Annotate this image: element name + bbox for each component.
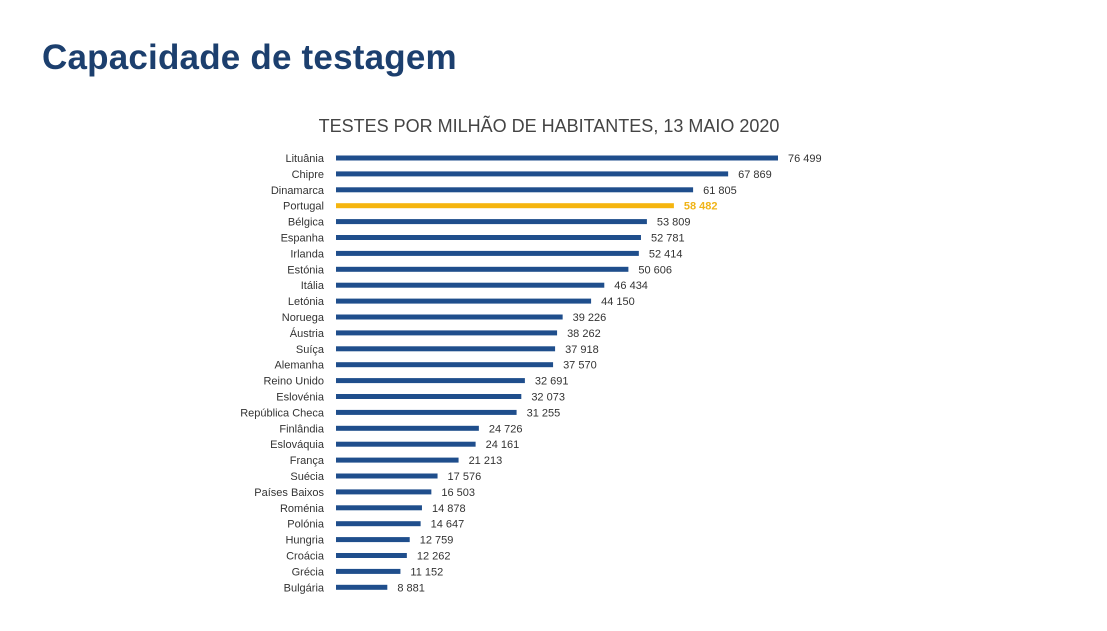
value-label: 21 213 <box>469 455 503 467</box>
category-label: Espanha <box>281 233 325 245</box>
value-label: 24 726 <box>489 423 523 435</box>
bar <box>336 298 592 304</box>
value-label: 58 482 <box>684 201 718 213</box>
category-label: Grécia <box>292 566 325 578</box>
value-label: 44 150 <box>601 296 635 308</box>
category-label: Chipre <box>292 169 324 181</box>
bar <box>336 521 421 527</box>
bar <box>336 441 476 447</box>
category-label: Hungria <box>285 535 324 547</box>
category-label: Letónia <box>288 296 325 308</box>
category-label: Estónia <box>287 264 325 276</box>
chart-title: TESTES POR MILHÃO DE HABITANTES, 13 MAIO… <box>318 116 780 136</box>
category-label: França <box>290 455 325 467</box>
category-label: Itália <box>301 280 325 292</box>
value-label: 46 434 <box>614 280 648 292</box>
value-label: 32 073 <box>531 392 565 404</box>
category-label: Dinamarca <box>271 185 325 197</box>
category-label: Croácia <box>286 551 325 563</box>
value-label: 37 918 <box>565 344 599 356</box>
value-label: 17 576 <box>448 471 482 483</box>
bar <box>336 473 438 479</box>
category-label: Suíça <box>296 344 325 356</box>
value-label: 14 647 <box>431 519 465 531</box>
bar <box>336 505 422 511</box>
category-label: Polónia <box>287 519 325 531</box>
value-label: 8 881 <box>397 582 425 594</box>
bar <box>336 457 459 463</box>
value-label: 53 809 <box>657 217 691 229</box>
category-label: Países Baixos <box>254 487 324 499</box>
value-label: 76 499 <box>788 153 822 165</box>
category-label: Áustria <box>290 327 325 340</box>
bar <box>336 409 517 415</box>
bar <box>336 266 629 272</box>
value-label: 52 781 <box>651 233 685 245</box>
bar <box>336 537 410 543</box>
value-label: 38 262 <box>567 328 601 340</box>
category-label: Alemanha <box>274 360 324 372</box>
value-label: 12 262 <box>417 551 451 563</box>
value-label: 52 414 <box>649 248 683 260</box>
bar <box>336 330 558 336</box>
bar <box>336 489 432 495</box>
slide-title: Capacidade de testagem <box>42 38 457 77</box>
category-label: Irlanda <box>290 248 325 260</box>
value-label: 39 226 <box>573 312 607 324</box>
value-label: 50 606 <box>638 264 672 276</box>
value-label: 16 503 <box>441 487 475 499</box>
bar <box>336 155 778 161</box>
bar <box>336 282 605 288</box>
value-label: 67 869 <box>738 169 772 181</box>
category-label: Eslováquia <box>270 439 325 451</box>
value-label: 32 691 <box>535 376 569 388</box>
bar <box>336 584 388 590</box>
value-label: 37 570 <box>563 360 597 372</box>
value-label: 24 161 <box>486 439 520 451</box>
bar <box>336 394 522 399</box>
value-label: 11 152 <box>410 566 443 578</box>
bar-highlighted <box>336 203 674 209</box>
value-label: 31 255 <box>527 407 561 419</box>
category-label: Noruega <box>282 312 325 324</box>
bar <box>336 346 556 352</box>
category-label: Finlândia <box>279 423 325 435</box>
category-label: Eslovénia <box>276 392 325 404</box>
value-label: 12 759 <box>420 535 454 547</box>
category-label: Bélgica <box>288 217 325 229</box>
bar <box>336 553 407 558</box>
bar <box>336 362 554 368</box>
bar <box>336 171 729 177</box>
category-label: Lituânia <box>285 153 324 165</box>
category-label: Bulgária <box>284 582 325 594</box>
bar <box>336 378 525 384</box>
category-label: Portugal <box>283 201 324 213</box>
bar <box>336 314 563 320</box>
bar <box>336 425 479 431</box>
bar <box>336 187 694 193</box>
bar <box>336 219 647 225</box>
value-label: 61 805 <box>703 185 737 197</box>
category-label: Roménia <box>280 503 325 515</box>
bar <box>336 568 401 574</box>
category-label: Suécia <box>290 471 325 483</box>
bar <box>336 250 639 256</box>
category-label: Reino Unido <box>263 376 324 388</box>
bar <box>336 235 641 240</box>
value-label: 14 878 <box>432 503 466 515</box>
category-label: República Checa <box>240 407 325 419</box>
